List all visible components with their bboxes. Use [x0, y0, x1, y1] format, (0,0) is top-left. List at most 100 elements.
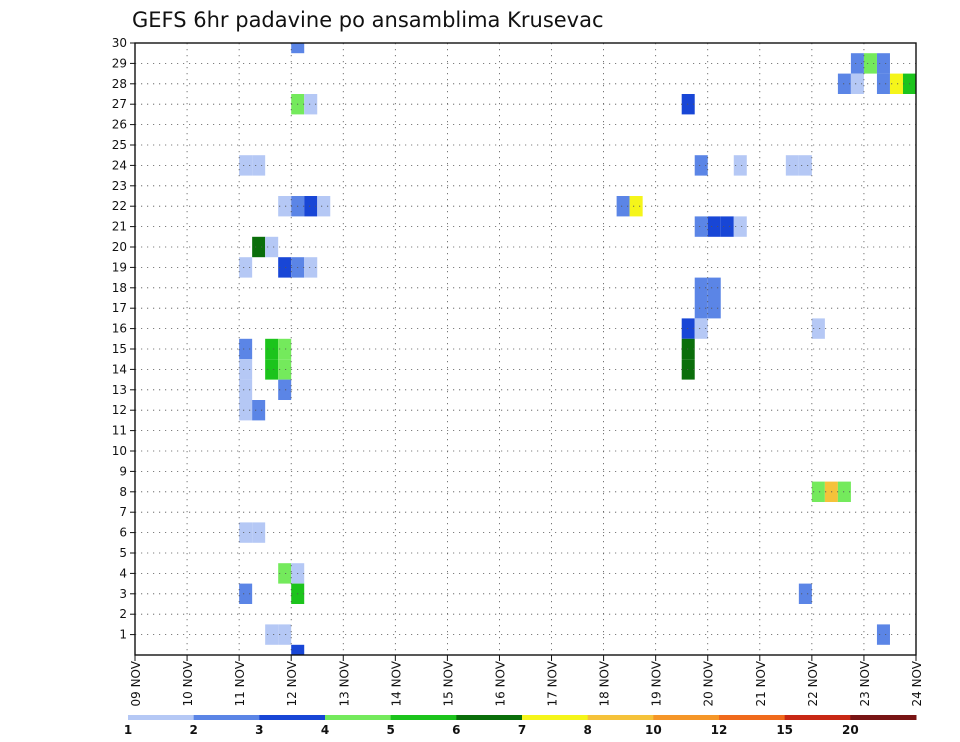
legend-label: 4 — [321, 723, 329, 737]
y-tick-label: 11 — [112, 424, 127, 438]
legend-label: 3 — [255, 723, 263, 737]
y-tick-label: 24 — [112, 158, 127, 172]
heatmap-cell — [239, 583, 253, 604]
x-tick-label: 10 NOV — [181, 660, 195, 706]
heatmap-cell — [616, 196, 630, 217]
y-tick-label: 12 — [112, 403, 127, 417]
heatmap-cell — [733, 216, 747, 237]
x-tick-label: 13 NOV — [337, 660, 351, 706]
heatmap-cell — [278, 563, 292, 584]
x-tick-label: 11 NOV — [233, 660, 247, 706]
x-tick-label: 09 NOV — [129, 660, 143, 706]
heatmap-cell — [837, 73, 851, 94]
legend-swatch — [128, 715, 195, 720]
legend-label: 12 — [711, 723, 728, 737]
x-tick-label: 24 NOV — [910, 660, 924, 706]
grid-lines — [135, 42, 916, 655]
y-tick-label: 2 — [119, 607, 127, 621]
x-tick-label: 18 NOV — [598, 660, 612, 706]
heatmap-cell — [889, 73, 903, 94]
heatmap-cell — [252, 155, 266, 176]
heatmap-cell — [239, 379, 253, 400]
heatmap-cell — [252, 236, 266, 258]
heatmap-cell — [798, 583, 812, 604]
heatmap-cell — [733, 155, 747, 176]
heatmap-cell — [850, 73, 864, 94]
heatmap-cell — [291, 43, 305, 54]
heatmap-cell — [278, 379, 292, 400]
y-tick-label: 1 — [119, 628, 127, 642]
legend-swatch — [325, 715, 392, 720]
y-tick-label: 14 — [112, 362, 127, 376]
legend-label: 15 — [776, 723, 793, 737]
heatmap-cell — [876, 624, 890, 645]
y-tick-label: 16 — [112, 322, 127, 336]
x-axis-ticks: 09 NOV 10 NOV 11 NOV 12 NOV 13 NOV 14 NOV 15 N… — [129, 655, 924, 707]
heatmap-cell — [694, 216, 708, 237]
legend-swatch — [522, 715, 589, 720]
x-tick-label: 19 NOV — [650, 660, 664, 706]
y-tick-label: 22 — [112, 199, 127, 213]
legend-swatch — [850, 715, 917, 720]
legend-label: 10 — [645, 723, 662, 737]
heatmap-cell — [278, 338, 292, 360]
heatmap-cell — [239, 338, 253, 360]
legend-swatch — [587, 715, 654, 720]
heatmap-cell — [291, 644, 305, 655]
heatmap-cell — [265, 624, 279, 645]
heatmap-cell — [317, 196, 331, 217]
heatmap-cell — [629, 196, 643, 217]
x-tick-label: 16 NOV — [493, 660, 507, 706]
color-legend: 1 2 3 4 5 6 7 8 10 12 15 20 — [124, 715, 917, 737]
legend-label: 6 — [452, 723, 460, 737]
heatmap-cell — [681, 94, 695, 115]
legend-label: 2 — [189, 723, 197, 737]
y-tick-label: 4 — [119, 566, 127, 580]
y-tick-label: 7 — [119, 505, 127, 519]
y-tick-label: 15 — [112, 342, 127, 356]
heatmap-cell — [681, 318, 695, 339]
heatmap-cell — [863, 53, 877, 74]
heatmap-cell — [707, 216, 721, 237]
heatmap-cell — [239, 359, 253, 380]
y-tick-label: 6 — [119, 526, 127, 540]
y-tick-label: 29 — [112, 56, 127, 70]
heatmap-cell — [811, 318, 825, 339]
y-tick-label: 5 — [119, 546, 127, 560]
heatmap-cell — [707, 298, 721, 319]
heatmap-cell — [239, 257, 253, 278]
heatmap-cell — [278, 196, 292, 217]
heatmap-cell — [798, 155, 812, 176]
legend-label: 8 — [583, 723, 591, 737]
x-tick-label: 20 NOV — [702, 660, 716, 706]
y-tick-label: 17 — [112, 301, 127, 315]
y-tick-label: 26 — [112, 118, 127, 132]
y-tick-label: 21 — [112, 220, 127, 234]
heatmap-cell — [785, 155, 799, 176]
heatmap-cell — [304, 257, 318, 278]
heatmap-cell — [278, 359, 292, 380]
legend-label: 7 — [518, 723, 526, 737]
chart-title: GEFS 6hr padavine po ansamblima Krusevac — [132, 8, 604, 32]
y-tick-label: 13 — [112, 383, 127, 397]
heatmap-cell — [252, 400, 266, 421]
x-tick-label: 17 NOV — [546, 660, 560, 706]
x-tick-label: 15 NOV — [441, 660, 455, 706]
y-tick-label: 27 — [112, 97, 127, 111]
y-tick-label: 8 — [119, 485, 127, 499]
heatmap-cell — [278, 257, 292, 278]
heatmap-cell — [304, 196, 318, 217]
y-tick-label: 10 — [112, 444, 127, 458]
heatmap-cell — [876, 73, 890, 94]
heatmap-cell — [707, 277, 721, 298]
heatmap-cell — [239, 522, 253, 543]
heatmap-cell — [811, 481, 825, 502]
x-tick-label: 22 NOV — [806, 660, 820, 706]
heatmap-cell — [694, 298, 708, 319]
heatmap-cell — [278, 624, 292, 645]
heatmap-cell — [252, 522, 266, 543]
heatmap-cell — [681, 338, 695, 360]
y-tick-label: 3 — [119, 587, 127, 601]
heatmap-cell — [837, 481, 851, 502]
